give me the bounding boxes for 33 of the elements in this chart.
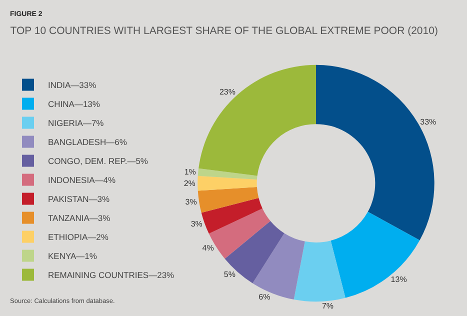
legend-label: INDIA—33% (48, 80, 97, 90)
donut-slice (198, 176, 257, 191)
legend-label: TANZANIA—3% (48, 213, 111, 224)
chart-title: TOP 10 COUNTRIES WITH LARGEST SHARE OF THE GLOBAL EXTREME POOR (2010) (10, 25, 438, 38)
data-label: 2% (184, 178, 196, 188)
data-label: 1% (184, 168, 196, 177)
data-label: 23% (219, 87, 236, 96)
donut-slice (224, 220, 284, 284)
legend-label: KENYA—1% (48, 251, 98, 262)
donut-slice (198, 64, 316, 176)
legend-label: CONGO, DEM. REP.—5% (48, 156, 148, 166)
donut-slice (330, 212, 420, 298)
legend-label: PAKISTAN—3% (48, 194, 110, 204)
legend-label: CHINA—13% (48, 99, 100, 110)
donut-slice (201, 198, 262, 234)
data-label: 6% (258, 292, 270, 302)
donut-slice (198, 186, 259, 213)
donut-slice (294, 240, 346, 302)
donut-slice (252, 233, 305, 300)
data-label: 5% (224, 270, 236, 280)
legend-label: ETHIOPIA—2% (48, 232, 109, 242)
data-label: 33% (420, 117, 436, 126)
legend-label: NIGERIA—7% (48, 118, 104, 128)
data-label: 3% (185, 197, 197, 206)
data-label: 13% (390, 275, 407, 284)
data-label: 4% (202, 243, 214, 252)
legend-label: BANGLADESH—6% (48, 137, 128, 148)
legend-label: INDONESIA—4% (48, 175, 116, 186)
legend-label: REMAINING COUNTRIES—23% (48, 270, 175, 280)
data-label: 3% (190, 219, 202, 228)
data-label: 7% (322, 302, 334, 311)
donut-slice (316, 64, 434, 240)
donut-slice (198, 168, 258, 180)
